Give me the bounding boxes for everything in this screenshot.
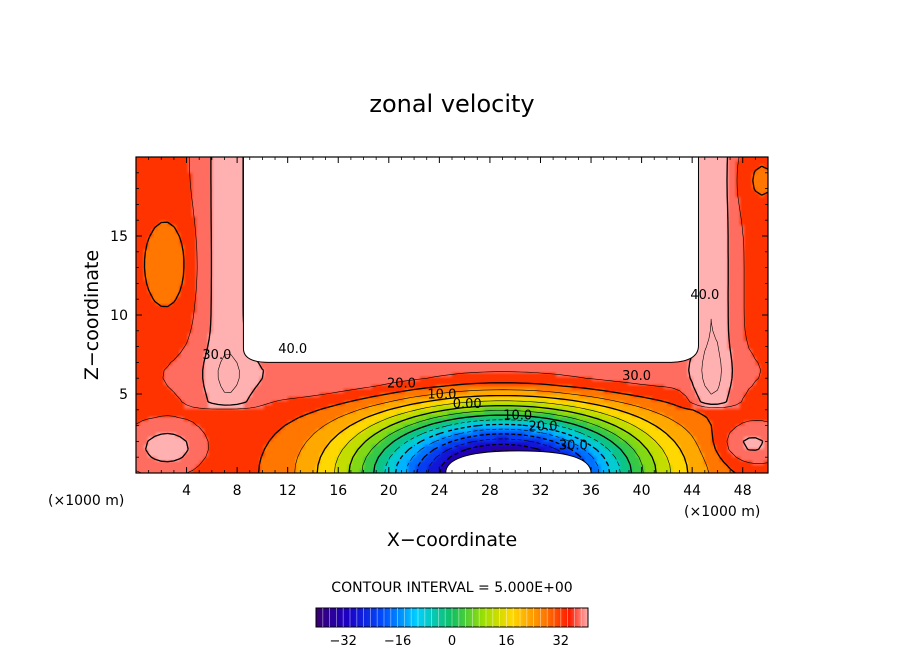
contour-label: 40.0 bbox=[690, 288, 719, 303]
contour-line bbox=[294, 389, 710, 473]
chart-title: zonal velocity bbox=[369, 90, 534, 118]
y-tick-label: 15 bbox=[110, 229, 128, 245]
colorbar-divisions bbox=[322, 608, 582, 627]
contour-line bbox=[416, 433, 589, 473]
x-tick-label: 44 bbox=[683, 483, 701, 499]
x-tick-label: 36 bbox=[582, 483, 600, 499]
x-tick-label: 4 bbox=[182, 483, 191, 499]
colorbar-ticks: −32 −16 0 16 32 bbox=[329, 634, 569, 649]
y-axis-ticks: 5 10 15 bbox=[110, 172, 768, 458]
contour-line bbox=[334, 400, 671, 473]
contour-interval-text: CONTOUR INTERVAL = 5.000E+00 bbox=[331, 580, 572, 596]
x-tick-label: 12 bbox=[279, 483, 297, 499]
x-axis-label: X−coordinate bbox=[387, 529, 517, 551]
x-unit-right: (×1000 m) bbox=[684, 504, 760, 520]
x-tick-label: 28 bbox=[481, 483, 499, 499]
contour-line bbox=[394, 423, 611, 473]
x-tick-label: 24 bbox=[430, 483, 448, 499]
colorbar-tick-label: 0 bbox=[448, 634, 456, 649]
plot-area bbox=[136, 157, 768, 473]
y-axis-label: Z−coordinate bbox=[81, 250, 103, 380]
x-tick-label: 32 bbox=[532, 483, 550, 499]
obstacle-region bbox=[242, 157, 699, 363]
contour-line bbox=[316, 394, 689, 473]
x-tick-label: 16 bbox=[329, 483, 347, 499]
contour-line bbox=[405, 428, 600, 473]
contour-label: 10.0 bbox=[427, 388, 456, 403]
contour-label: 0.00 bbox=[453, 397, 482, 412]
colorbar-tick-label: 32 bbox=[553, 634, 570, 649]
contour-line bbox=[427, 438, 578, 473]
x-tick-label: 40 bbox=[633, 483, 651, 499]
obstacle-region bbox=[445, 450, 592, 473]
contour-line bbox=[143, 165, 768, 473]
contour-label: 30.0 bbox=[202, 348, 231, 363]
x-tick-label: 20 bbox=[380, 483, 398, 499]
y-tick-label: 5 bbox=[119, 387, 128, 403]
colorbar-tick-label: −16 bbox=[384, 634, 411, 649]
contour-label: 40.0 bbox=[278, 342, 307, 357]
contour-line bbox=[384, 419, 621, 473]
contour-label: 10.0 bbox=[503, 408, 532, 423]
contour-label: 30.0 bbox=[559, 438, 588, 453]
contour-line bbox=[348, 405, 657, 473]
contour-label: 20.0 bbox=[387, 377, 416, 392]
x-tick-label: 48 bbox=[734, 483, 752, 499]
contour-label: 30.0 bbox=[622, 369, 651, 384]
x-axis-ticks: 4 8 12 16 20 24 28 32 36 40 44 48 bbox=[148, 157, 756, 499]
contour-line bbox=[361, 410, 644, 473]
contour-label: 20.0 bbox=[529, 419, 558, 434]
colorbar-tick-label: 16 bbox=[498, 634, 515, 649]
colorbar: −32 −16 0 16 32 bbox=[315, 607, 589, 649]
x-unit-left: (×1000 m) bbox=[48, 493, 124, 509]
obstacle-regions bbox=[242, 157, 699, 473]
contour-line bbox=[217, 318, 722, 395]
contour-lines bbox=[136, 157, 768, 473]
contour-line bbox=[373, 414, 633, 473]
x-tick-label: 8 bbox=[233, 483, 242, 499]
y-tick-label: 10 bbox=[110, 308, 128, 324]
colorbar-tick-label: −32 bbox=[329, 634, 356, 649]
